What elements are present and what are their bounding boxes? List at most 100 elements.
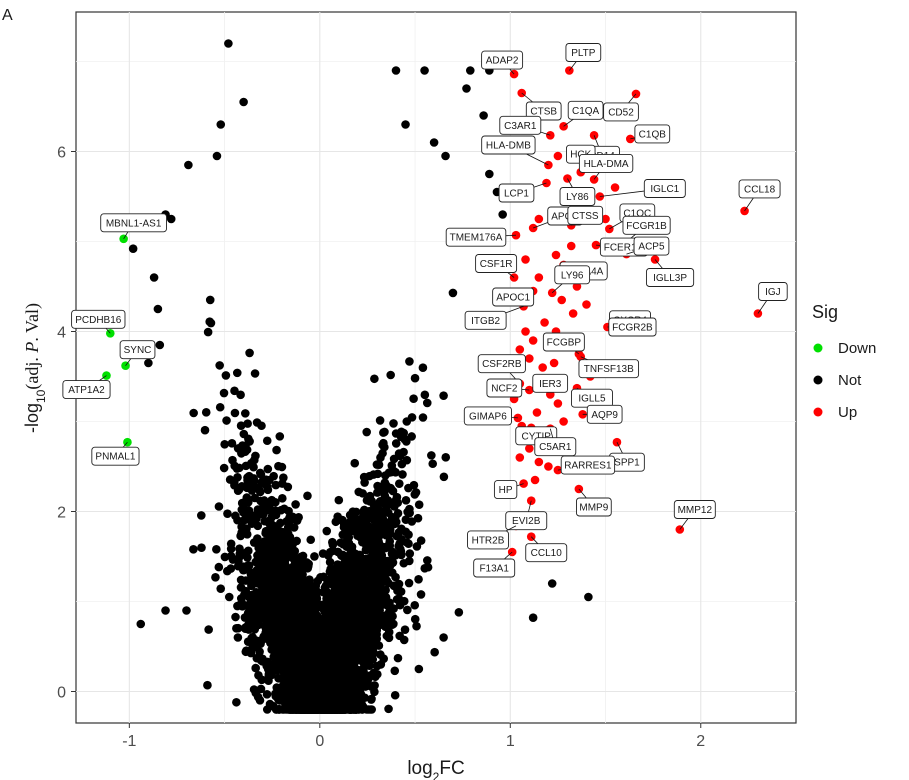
gene-label-group: CCL10 [525,536,568,563]
point-not [271,689,280,699]
gene-label-text: ATP1A2 [68,385,105,396]
point-not [333,547,343,557]
gene-label-group: LY86 [559,178,596,206]
point-not [400,625,410,634]
point-not [402,417,412,426]
point-not [430,647,439,657]
point-not [363,606,373,616]
point-up [566,241,576,251]
point-not [356,689,366,699]
point-not [377,599,387,608]
point-not [206,318,216,328]
point-not [237,529,247,539]
point-not [344,638,353,647]
point-not [240,409,250,418]
gene-label-box [525,543,568,563]
gene-label-group: CSF1R [475,254,518,278]
point-not [260,556,270,566]
point-not [291,500,300,509]
point-up [538,363,547,372]
point-not [232,624,241,633]
point-not [412,542,422,551]
point-not [285,641,294,650]
gene-label-box [100,213,167,233]
point-not [358,512,368,522]
point-not [215,402,225,412]
point-not [271,480,281,490]
point-not [224,39,233,48]
point-not [393,653,403,663]
point-not [420,66,429,75]
point-not [229,478,239,487]
point-not [258,502,268,511]
point-not [237,482,247,491]
point-not [334,495,344,505]
gene-label-text: C3AR1 [504,121,537,132]
x-axis-title: log2FC [407,758,464,780]
point-not [377,615,387,625]
point-not [462,84,471,93]
gene-label-group: FCGBP [542,332,585,355]
gene-label-group: C1QB [630,124,671,144]
point-not [356,611,365,621]
point-not [238,602,247,611]
y-tick-label: 2 [57,505,66,522]
point-not [258,657,267,666]
point-not [189,408,198,418]
point-not [362,582,372,592]
point-not [410,373,420,383]
point-not [239,516,249,525]
point-not [272,637,282,646]
point-not [391,439,401,448]
gene-label-group: EVI2B [505,500,548,531]
gene-label-text: IER3 [539,379,562,390]
gene-label-text: ITGB2 [471,316,500,327]
point-not [222,416,231,425]
gene-label-group: MMP12 [673,500,716,530]
point-not [374,531,384,541]
point-up [568,309,578,318]
point-not [348,578,357,588]
point-not [219,463,229,473]
gene-label-group: NCF2 [486,378,530,398]
gene-label-group: HLA-DMA [578,153,634,180]
point-not [386,467,396,477]
point-not [257,421,266,431]
point-not [345,510,355,520]
gene-label-text: CCL18 [744,184,776,195]
point-not [286,678,296,688]
gene-label-box [608,317,657,337]
gene-label-group: GIMAP6 [463,406,518,426]
point-not [283,523,293,532]
point-not [289,523,299,532]
point-not [291,661,301,670]
point-not [236,390,245,400]
gene-label-text: ADAP2 [486,56,519,67]
point-not [260,590,270,600]
gene-label-group: HTR2B [467,525,517,550]
point-not [344,595,353,605]
point-not [358,520,368,529]
point-not [293,650,303,659]
legend-label-not: Not [838,372,862,389]
point-not [547,579,557,588]
point-not [224,592,234,602]
point-not [226,564,236,573]
gene-label-box [119,340,156,360]
gene-label-group: ITGB2 [464,305,524,330]
gene-label-text: CYTIP [522,431,552,442]
point-not [479,111,488,120]
point-not [498,210,507,219]
point-not [360,505,369,515]
point-not [404,578,414,588]
point-not [246,613,255,623]
point-not [318,549,328,558]
point-not [283,572,293,582]
point-not [418,413,428,422]
gene-label-box [532,373,569,393]
gene-label-box [576,497,612,517]
point-not [235,463,244,473]
point-up [553,399,563,408]
gene-label-box [559,187,596,206]
point-not [251,619,260,628]
